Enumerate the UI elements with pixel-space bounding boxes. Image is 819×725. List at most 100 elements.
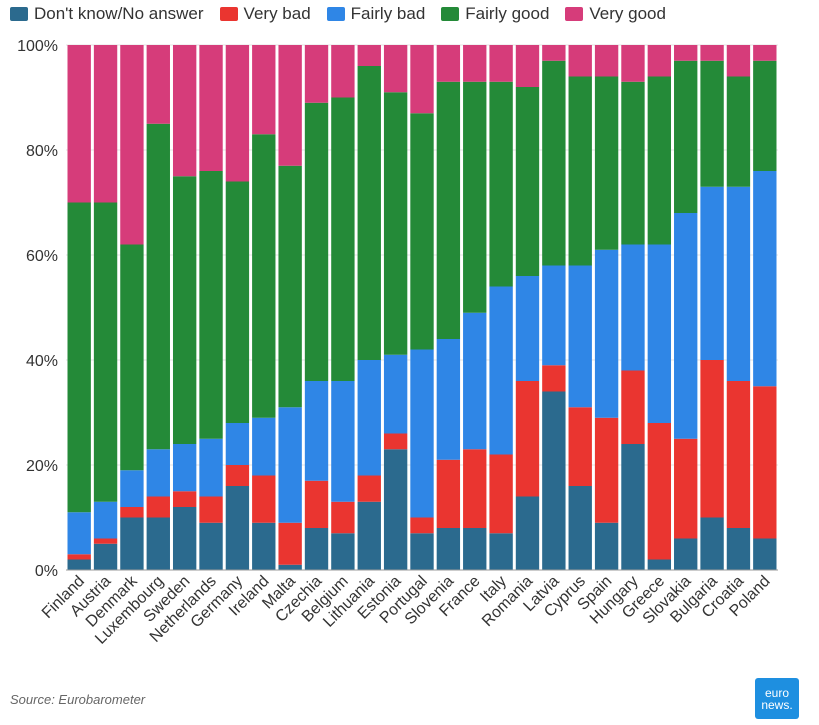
legend-swatch (219, 7, 238, 21)
bar-segment (700, 517, 724, 570)
bar-segment (383, 92, 408, 355)
legend-swatch (326, 7, 345, 21)
bar-segment (463, 449, 487, 528)
bar-segment (753, 171, 777, 387)
bar-segment (146, 449, 170, 497)
legend-label: Very bad (243, 4, 311, 23)
bar-segment (331, 381, 355, 502)
bar-segment (67, 559, 91, 570)
bar-segment (278, 407, 302, 523)
bar-segment (67, 512, 91, 555)
bar-segment (542, 45, 566, 61)
bar-segment (172, 176, 197, 444)
bar-segment (383, 45, 408, 93)
bar-segment (383, 449, 408, 570)
bar-segment (436, 459, 461, 528)
bar-segment (304, 381, 329, 481)
bar-segment (410, 533, 434, 570)
bar-segment (621, 244, 645, 371)
bar-segment (463, 45, 487, 82)
legend-swatch (565, 7, 584, 21)
bar-segment (647, 559, 672, 570)
y-tick-label: 80% (26, 143, 58, 160)
bar-segment (489, 81, 513, 287)
bar-segment (199, 171, 223, 439)
bar-segment (67, 202, 91, 513)
logo-line-2: news. (761, 697, 793, 712)
bar-segment (647, 45, 672, 77)
bar-segment (726, 528, 751, 570)
bar-segment (594, 249, 619, 418)
bar-segment (225, 465, 250, 486)
bar-segment (67, 554, 91, 560)
y-tick-label: 20% (26, 458, 58, 475)
bar-segment (436, 45, 461, 82)
bar-segment (542, 391, 566, 570)
bar-segment (93, 501, 118, 539)
bar-segment (515, 45, 540, 87)
bar-segment (331, 533, 355, 570)
bar-segment (278, 564, 302, 570)
y-tick-label: 100% (17, 38, 58, 55)
stacked-bar-chart: 0%20%40%60%80%100%FinlandAustriaDenmarkL… (17, 38, 778, 648)
bar-segment (542, 60, 566, 266)
bar-segment (674, 438, 698, 539)
bar-segment (647, 76, 672, 245)
bar-segment (674, 538, 698, 570)
bar-segment (331, 501, 355, 534)
bar-segment (278, 45, 302, 166)
bar-segment (252, 134, 276, 418)
bar-segment (252, 522, 276, 570)
bar-segment (172, 491, 197, 507)
bar-segment (252, 417, 276, 476)
logo-line-1: euro (764, 685, 790, 700)
bar-segment (489, 533, 513, 570)
legend: Don't know/No answer Very bad Fairly bad Fa… (10, 3, 682, 25)
bar-segment (120, 45, 144, 245)
legend-label: Fairly good (465, 4, 550, 23)
bar-segment (568, 265, 592, 408)
legend-label: Very good (589, 4, 666, 23)
bar-segment (647, 423, 672, 560)
bar-segment (357, 360, 381, 476)
bar-segment (515, 87, 540, 276)
bar-segment (647, 244, 672, 423)
bar-segment (594, 76, 619, 250)
bar-segment (674, 60, 698, 213)
legend-label: Don't know/No answer (34, 4, 204, 23)
bar-segment (172, 45, 197, 177)
bar-segment (199, 522, 223, 570)
bar-segment (331, 97, 355, 381)
bar-segment (515, 276, 540, 381)
bar-segment (621, 81, 645, 245)
bar-segment (542, 365, 566, 392)
bar-segment (753, 538, 777, 570)
bar-segment (489, 286, 513, 455)
bar-segment (146, 496, 170, 518)
bar-segment (726, 45, 751, 77)
bar-segment (463, 312, 487, 450)
bar-segment (674, 213, 698, 439)
bar-segment (120, 507, 144, 518)
bar-segment (726, 76, 751, 187)
bar-segment (357, 45, 381, 66)
bar-segment (278, 165, 302, 408)
legend-item: Don't know/No answer (10, 4, 204, 24)
bar-segment (436, 81, 461, 339)
bar-segment (436, 339, 461, 460)
bar-segment (410, 517, 434, 534)
bar-segment (93, 45, 118, 203)
bar-segment (304, 528, 329, 570)
bar-segment (674, 45, 698, 61)
bar-segment (225, 486, 250, 570)
bar-segment (753, 60, 777, 171)
bar-segment (146, 123, 170, 450)
bar-segment (225, 181, 250, 423)
bar-segment (568, 486, 592, 570)
bar-segment (199, 438, 223, 497)
legend-item: Fairly good (441, 4, 549, 24)
bar-segment (700, 45, 724, 61)
bar-segment (67, 45, 91, 203)
bar-segment (120, 517, 144, 570)
bar-segment (357, 475, 381, 502)
